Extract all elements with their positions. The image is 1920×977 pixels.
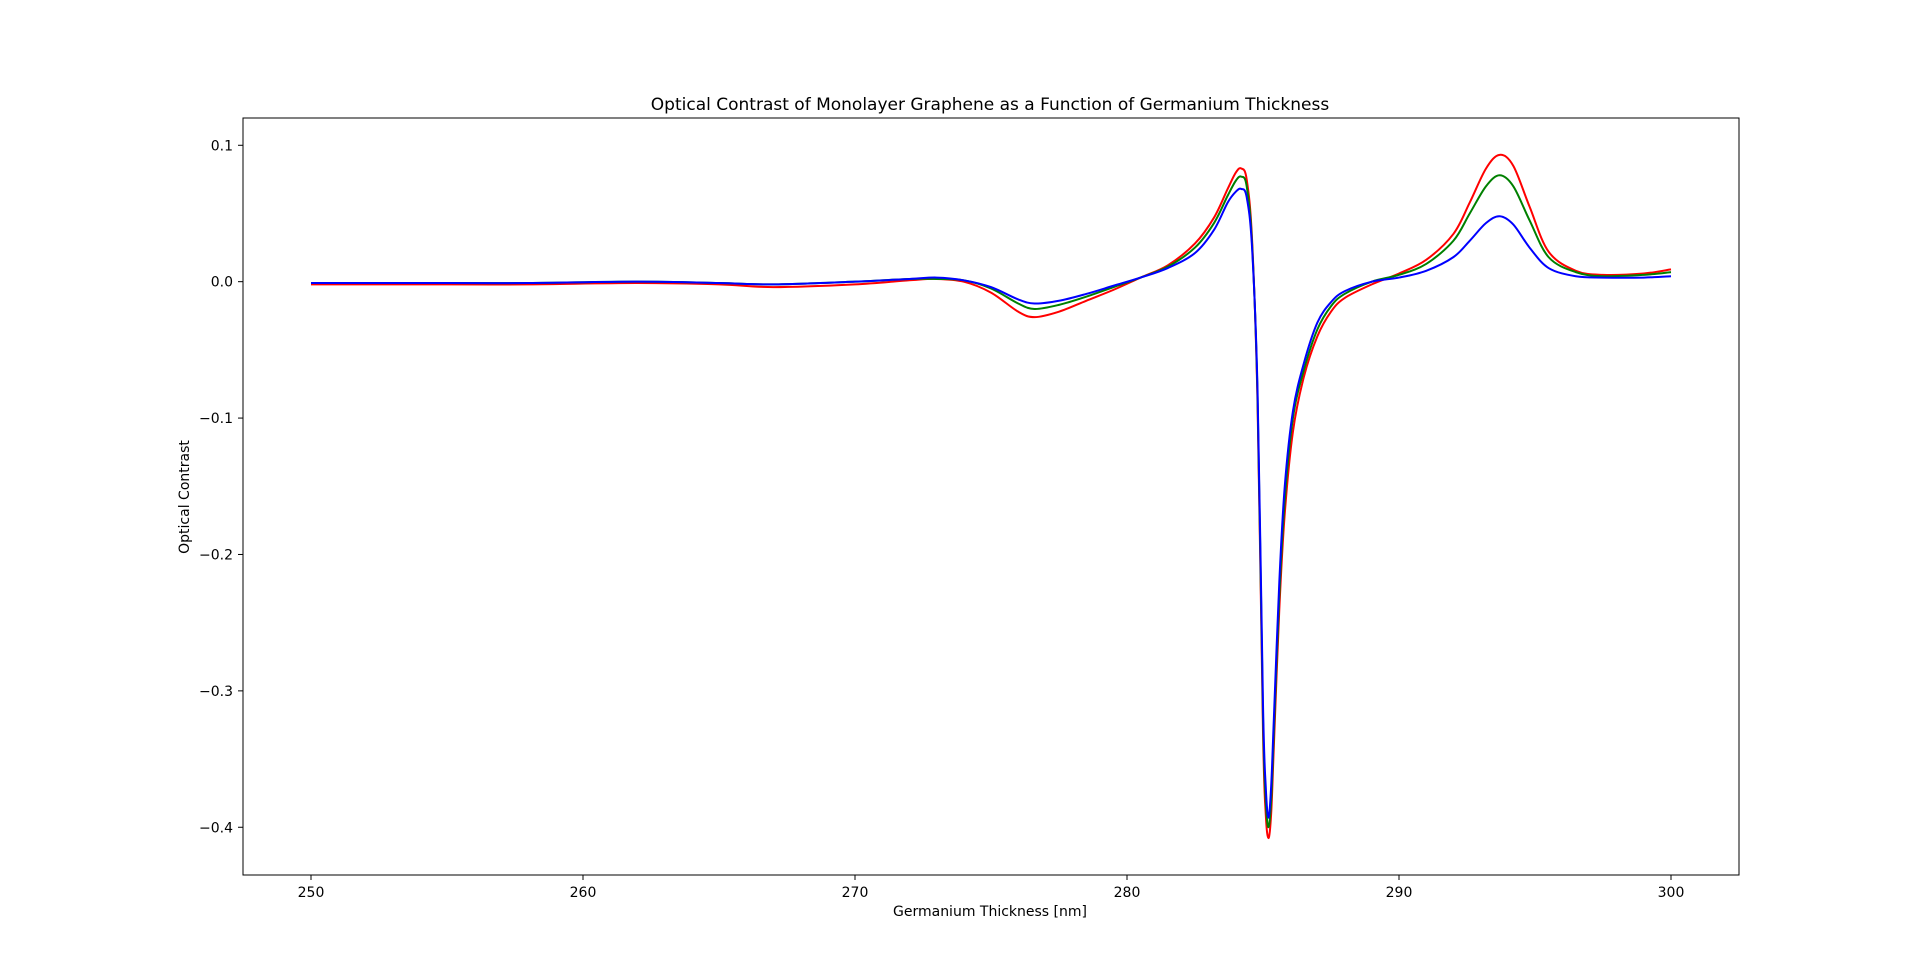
y-tick-label: 0.1 bbox=[211, 138, 233, 154]
y-tick-label: −0.4 bbox=[199, 820, 233, 836]
plot-background bbox=[243, 118, 1739, 875]
x-tick-label: 260 bbox=[570, 885, 597, 901]
plot-frame bbox=[242, 117, 1740, 876]
x-tick-label: 250 bbox=[298, 885, 325, 901]
y-tick-label: −0.2 bbox=[199, 547, 233, 563]
chart-title: Optical Contrast of Monolayer Graphene a… bbox=[651, 95, 1330, 115]
y-axis: 0.1 0.0 −0.1 −0.2 −0.3 −0.4 bbox=[199, 138, 243, 836]
series-line-2 bbox=[310, 187, 1672, 819]
x-tick-label: 300 bbox=[1658, 885, 1685, 901]
x-axis-label: Germanium Thickness [nm] bbox=[893, 904, 1087, 920]
y-tick-label: 0.0 bbox=[211, 275, 233, 291]
series-layer bbox=[310, 153, 1672, 840]
y-tick-label: −0.3 bbox=[199, 684, 233, 700]
x-axis: 250 260 270 280 290 300 bbox=[298, 875, 1685, 901]
x-tick-label: 290 bbox=[1386, 885, 1413, 901]
y-axis-label: Optical Contrast bbox=[177, 440, 193, 554]
plot-area bbox=[243, 118, 1739, 875]
x-tick-label: 280 bbox=[1114, 885, 1141, 901]
x-tick-label: 270 bbox=[842, 885, 869, 901]
y-tick-label: −0.1 bbox=[199, 411, 233, 427]
